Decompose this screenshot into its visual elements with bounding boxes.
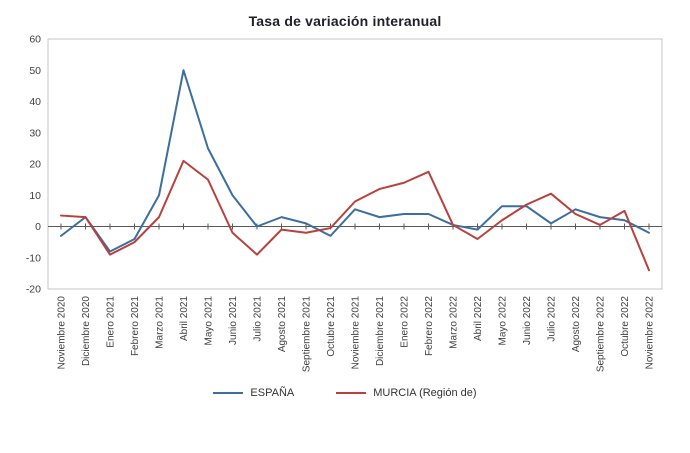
svg-text:Junio 2022: Junio 2022 xyxy=(522,296,533,345)
svg-text:Mayo 2021: Mayo 2021 xyxy=(204,296,215,346)
svg-text:40: 40 xyxy=(29,96,41,108)
svg-text:Agosto 2022: Agosto 2022 xyxy=(571,296,582,353)
svg-text:50: 50 xyxy=(29,65,41,77)
plot-area: 60 50 40 30 20 10 0 -10 -20 Noviembre 2020 Diciemb… xyxy=(26,34,663,373)
svg-text:-10: -10 xyxy=(26,252,41,264)
legend-swatch-espana-icon xyxy=(213,392,244,394)
legend-swatch-murcia-icon xyxy=(336,392,367,394)
svg-text:0: 0 xyxy=(35,221,41,233)
svg-text:10: 10 xyxy=(29,190,41,202)
svg-text:Noviembre 2020: Noviembre 2020 xyxy=(57,296,68,370)
svg-text:Marzo 2022: Marzo 2022 xyxy=(449,296,460,349)
svg-text:Julio 2022: Julio 2022 xyxy=(547,296,558,342)
svg-text:-20: -20 xyxy=(26,284,41,296)
svg-text:Enero 2022: Enero 2022 xyxy=(400,296,411,348)
svg-text:Abril 2022: Abril 2022 xyxy=(473,296,484,341)
svg-text:Abril 2021: Abril 2021 xyxy=(179,296,190,341)
chart-title: Tasa de variación interanual xyxy=(248,13,442,29)
legend-label-espana: ESPAÑA xyxy=(250,387,295,399)
svg-text:30: 30 xyxy=(29,127,41,139)
svg-text:Febrero 2022: Febrero 2022 xyxy=(424,296,435,356)
svg-text:Septiembre 2022: Septiembre 2022 xyxy=(596,296,607,373)
legend-item-murcia: MURCIA (Región de) xyxy=(336,387,477,399)
svg-text:Diciembre 2021: Diciembre 2021 xyxy=(375,296,386,366)
svg-text:Mayo 2022: Mayo 2022 xyxy=(498,296,509,346)
svg-text:20: 20 xyxy=(29,159,41,171)
legend: ESPAÑA MURCIA (Región de) xyxy=(0,387,690,399)
legend-label-murcia: MURCIA (Región de) xyxy=(373,387,477,399)
svg-text:Octubre 2021: Octubre 2021 xyxy=(326,296,337,357)
svg-text:Agosto 2021: Agosto 2021 xyxy=(277,296,288,353)
svg-text:Noviembre 2021: Noviembre 2021 xyxy=(351,296,362,370)
svg-text:Septiembre 2021: Septiembre 2021 xyxy=(302,296,313,373)
svg-text:Diciembre 2020: Diciembre 2020 xyxy=(81,296,92,366)
svg-text:Enero 2021: Enero 2021 xyxy=(106,296,117,348)
svg-text:Febrero 2021: Febrero 2021 xyxy=(130,296,141,356)
legend-item-espana: ESPAÑA xyxy=(213,387,294,399)
svg-text:Noviembre 2022: Noviembre 2022 xyxy=(645,296,656,370)
svg-text:Junio 2021: Junio 2021 xyxy=(228,296,239,345)
svg-text:Octubre 2022: Octubre 2022 xyxy=(620,296,631,357)
svg-text:60: 60 xyxy=(29,34,41,46)
svg-text:Marzo 2021: Marzo 2021 xyxy=(155,296,166,349)
svg-text:Julio 2021: Julio 2021 xyxy=(253,296,264,342)
